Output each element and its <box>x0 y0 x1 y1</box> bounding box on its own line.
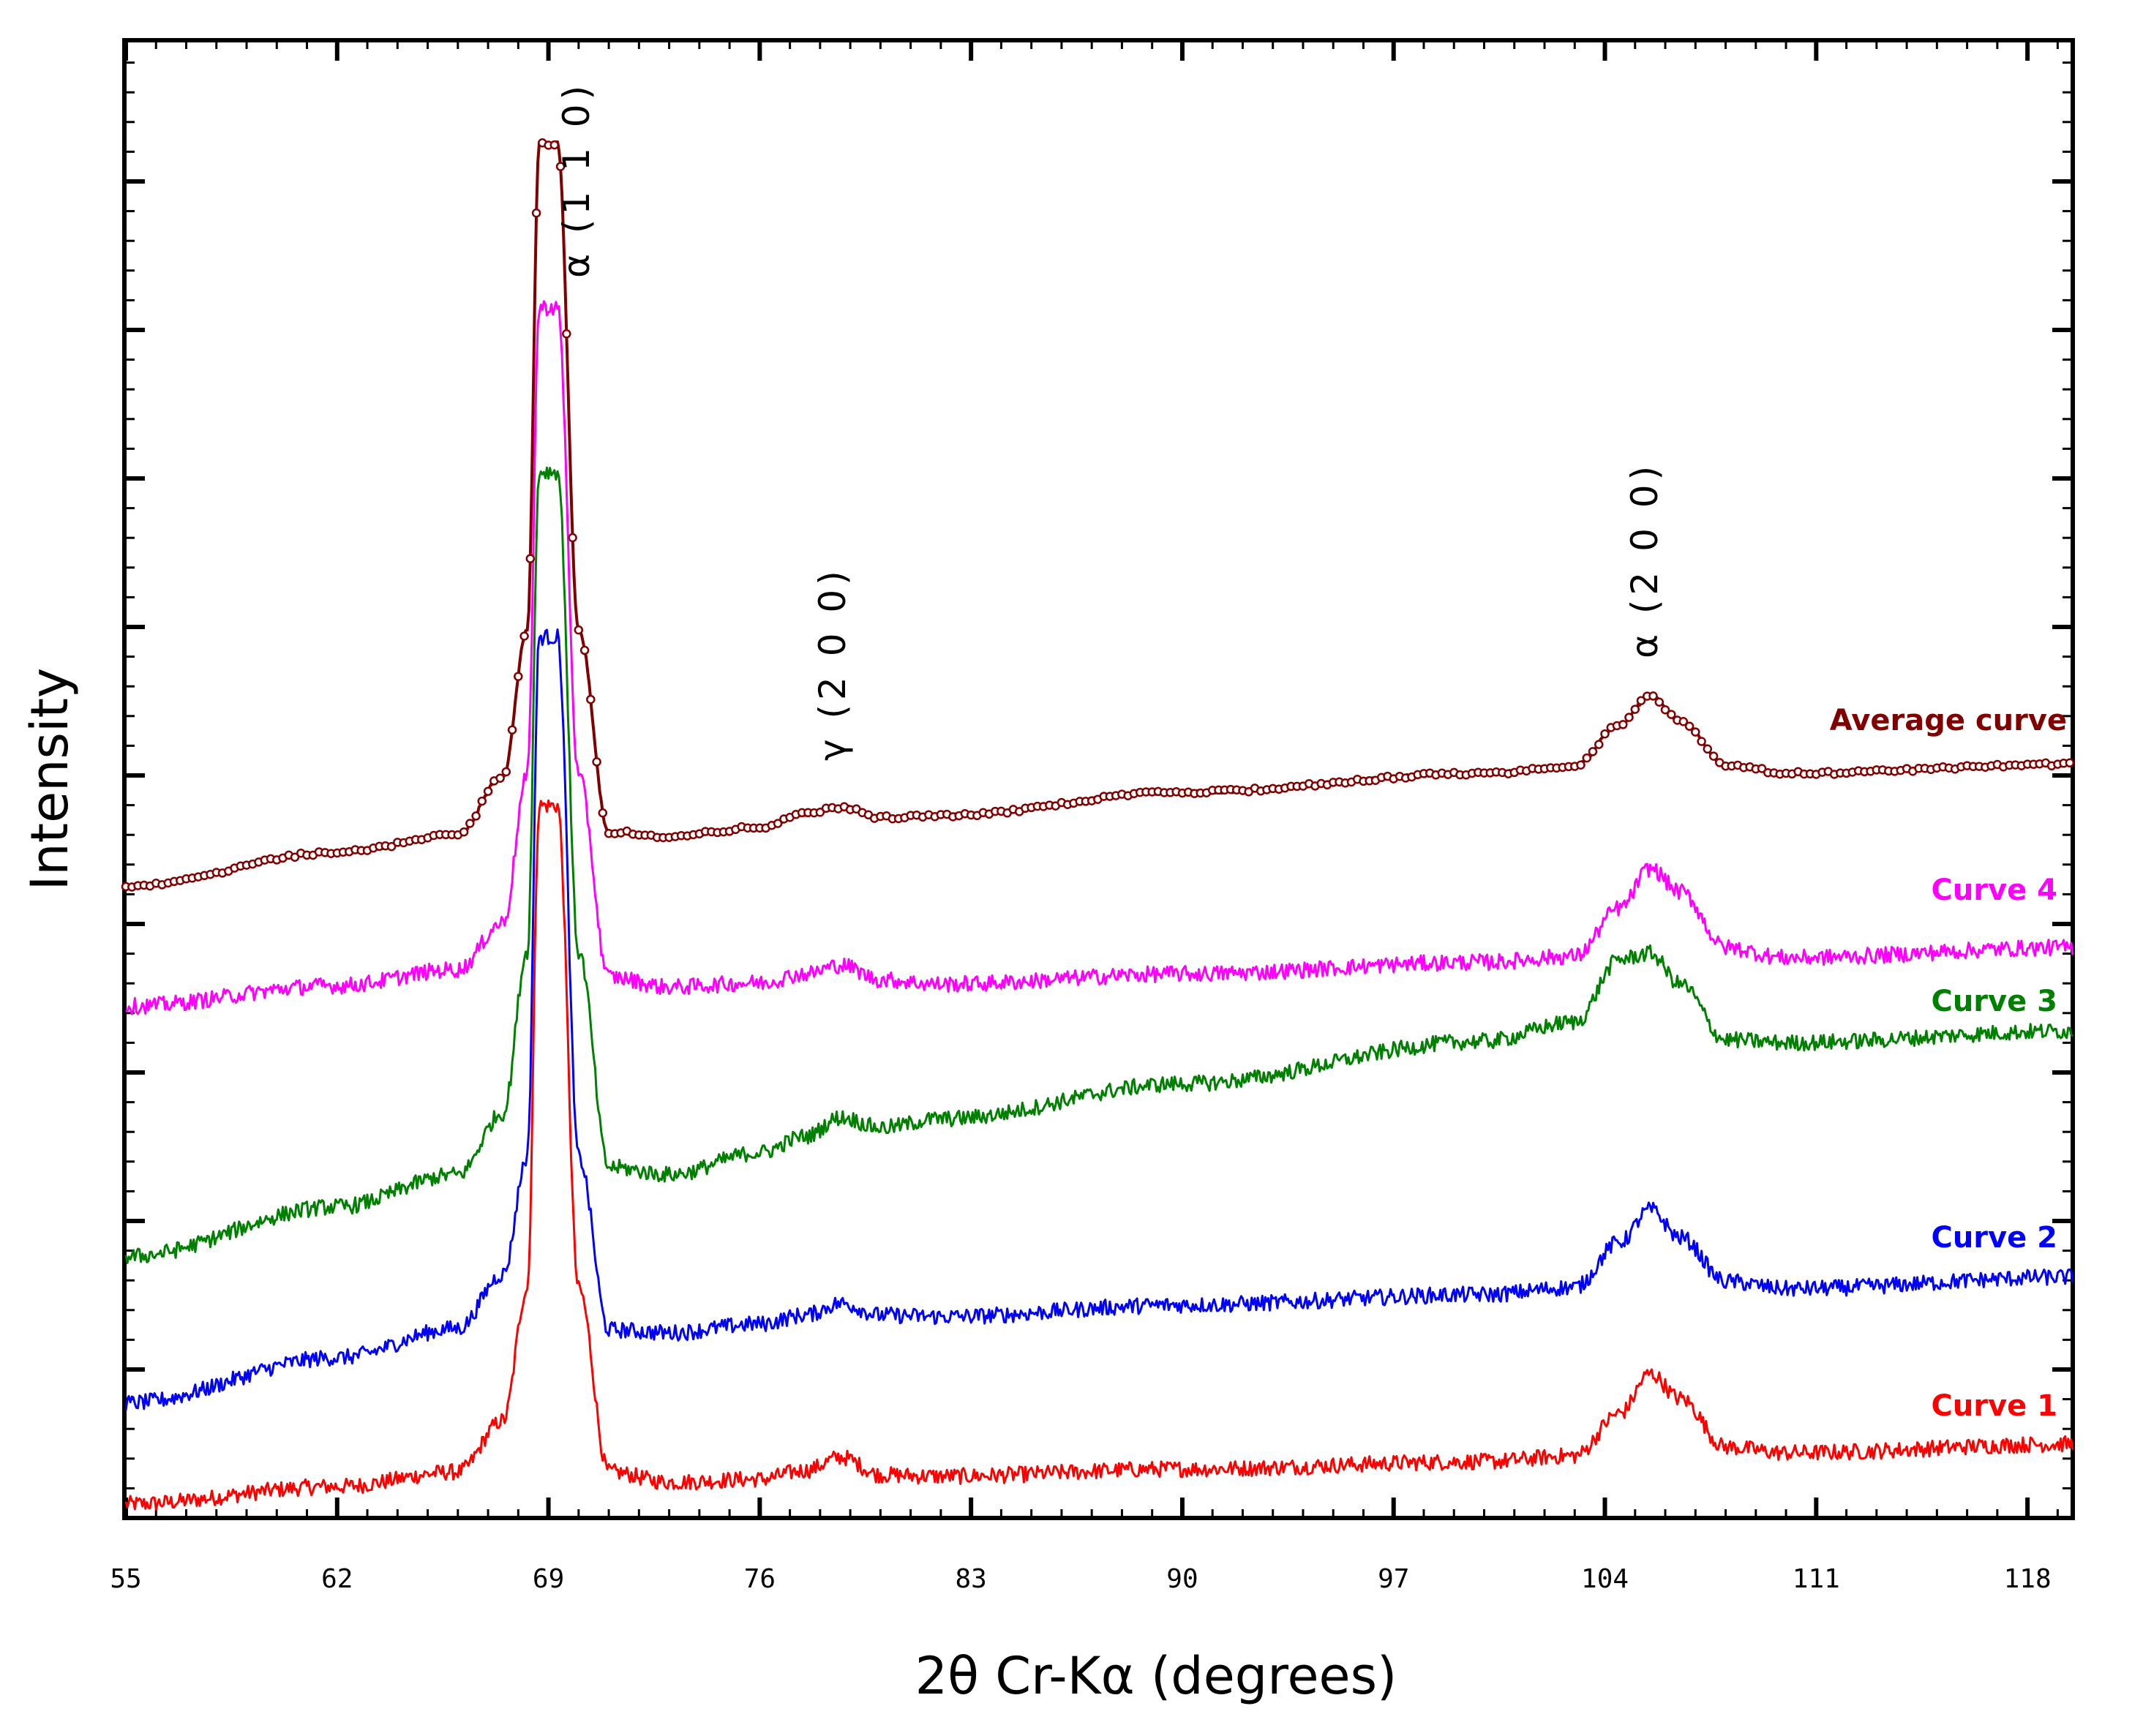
legend-curve-1: Curve 1 <box>1931 1389 2057 1423</box>
data-point <box>1618 720 1628 729</box>
data-point <box>495 773 505 783</box>
data-point <box>1667 710 1676 719</box>
data-point <box>562 329 571 339</box>
data-point <box>386 841 397 852</box>
series-line-curve-2 <box>124 628 2074 1411</box>
data-point <box>815 808 825 817</box>
legend-curve-3: Curve 3 <box>1931 985 2057 1018</box>
data-point <box>1588 747 1598 756</box>
data-point <box>568 533 577 543</box>
data-point <box>598 808 608 818</box>
x-axis-label: 2θ Cr-Kα (degrees) <box>915 1646 1397 1706</box>
data-point <box>592 757 601 767</box>
data-point <box>1654 697 1665 707</box>
data-point <box>1630 704 1640 714</box>
peak-label: α (1 1 0) <box>555 81 598 278</box>
legend-average-curve: Average curve <box>1830 704 2067 737</box>
data-point <box>574 625 584 635</box>
series-layer <box>121 138 2075 1511</box>
data-point <box>525 554 536 563</box>
data-point <box>549 140 560 150</box>
x-tick-label: 104 <box>1581 1564 1629 1594</box>
data-point <box>586 694 596 704</box>
data-point <box>1660 704 1670 715</box>
data-point <box>531 208 541 218</box>
data-point <box>1594 740 1604 749</box>
peak-label: γ (2 0 0) <box>811 566 854 761</box>
data-point <box>773 819 783 828</box>
data-point <box>1697 737 1706 746</box>
data-point <box>1703 744 1713 754</box>
data-point <box>1600 729 1610 739</box>
data-point <box>290 852 300 862</box>
legend-curve-2: Curve 2 <box>1931 1221 2057 1255</box>
x-tick-label: 90 <box>1166 1564 1198 1594</box>
x-tick-label: 97 <box>1378 1564 1409 1594</box>
data-point <box>1648 691 1658 701</box>
x-tick-label: 55 <box>110 1564 141 1594</box>
data-point <box>507 725 517 734</box>
data-point <box>459 827 469 837</box>
x-tick-label: 118 <box>2004 1564 2052 1594</box>
data-point <box>1684 721 1694 731</box>
x-tick-label: 76 <box>744 1564 776 1594</box>
y-axis-label: Intensity <box>20 668 80 891</box>
data-point <box>1636 696 1646 705</box>
x-axis-ticks <box>124 40 2059 1518</box>
x-tick-label: 111 <box>1793 1564 1840 1594</box>
series-line-curve-3 <box>124 466 2074 1264</box>
peak-label: α (2 0 0) <box>1624 462 1666 658</box>
data-point <box>471 811 481 821</box>
series-line-curve-1 <box>124 799 2074 1511</box>
data-point <box>477 796 487 806</box>
data-point <box>1708 751 1719 761</box>
x-tick-label: 69 <box>533 1564 564 1594</box>
data-point <box>519 631 529 641</box>
data-point <box>579 645 590 655</box>
x-tick-label: 62 <box>321 1564 353 1594</box>
y-axis-ticks <box>124 61 2073 1520</box>
data-point <box>1624 713 1634 722</box>
data-point <box>2065 758 2075 767</box>
x-tick-label: 83 <box>955 1564 986 1594</box>
data-point <box>501 767 511 777</box>
data-point <box>465 819 475 828</box>
data-point <box>1757 764 1767 773</box>
series-markers-average-curve <box>121 138 2075 892</box>
x-axis-tick-labels: 55 62 69 76 83 90 97 104 111 118 <box>110 1564 2051 1594</box>
data-point <box>555 162 566 171</box>
data-point <box>514 672 523 681</box>
data-point <box>483 786 493 796</box>
plot-frame <box>122 38 2075 1520</box>
series-line-curve-4 <box>125 300 2074 1015</box>
data-point <box>1582 753 1592 763</box>
legend-curve-4: Curve 4 <box>1931 873 2057 907</box>
data-point <box>1576 760 1585 770</box>
data-point <box>1691 727 1700 737</box>
peak-labels: α (1 1 0) γ (2 0 0) α (2 0 0) <box>555 81 1666 761</box>
data-point <box>1678 717 1689 726</box>
